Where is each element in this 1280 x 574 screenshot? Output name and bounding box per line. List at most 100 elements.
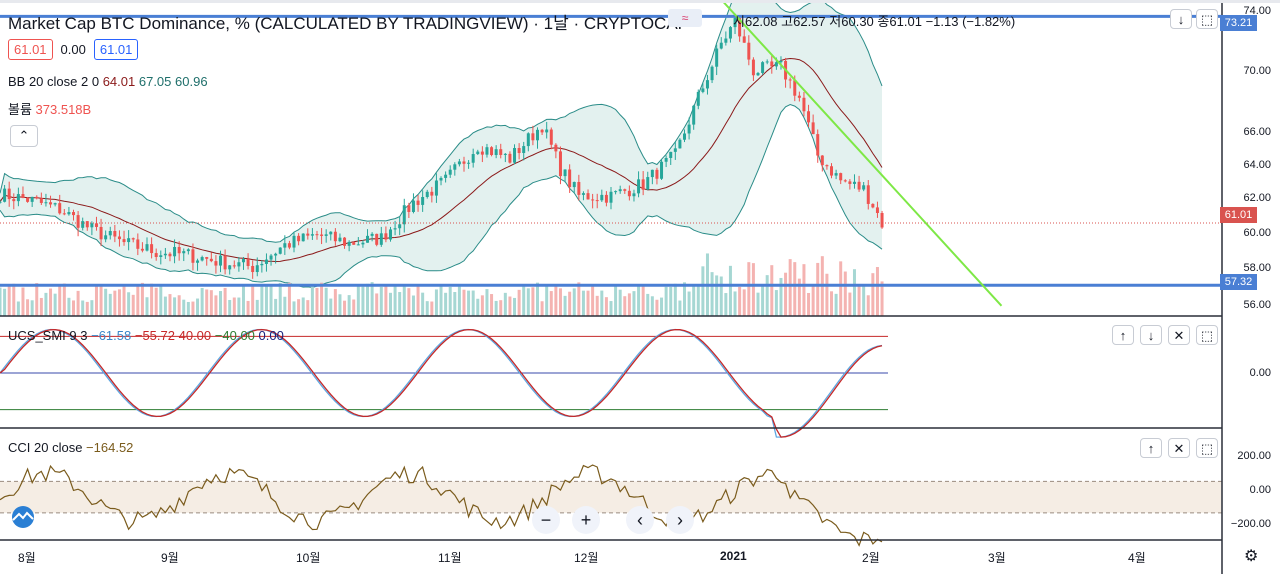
volume-bar [618, 289, 622, 316]
candle [35, 196, 39, 199]
trade-row: 61.01 0.00 61.01 [8, 39, 146, 60]
candle [568, 169, 572, 188]
volume-bar [462, 289, 466, 316]
candle [526, 133, 530, 147]
scroll-right-button[interactable]: › [666, 506, 694, 534]
volume-bar [503, 292, 507, 316]
candle [310, 234, 314, 236]
candle [577, 181, 581, 195]
smi-move-down-button[interactable]: ↓ [1140, 325, 1162, 345]
candle [159, 255, 163, 257]
chevron-up-icon: ⌃ [18, 128, 30, 143]
candle [246, 259, 250, 266]
volume-bar [16, 301, 20, 316]
cci-line [0, 464, 883, 547]
candle [453, 164, 457, 170]
candle [623, 189, 627, 191]
candle [604, 194, 608, 203]
volume-bar [558, 288, 562, 316]
plus-icon: + [580, 510, 592, 530]
cci-move-up-button[interactable]: ↑ [1140, 438, 1162, 458]
candle [756, 72, 760, 76]
collapse-legend-button[interactable]: ⌃ [10, 125, 38, 147]
volume-bar [140, 282, 144, 316]
volume-bar [600, 290, 604, 316]
volume-bar [122, 285, 126, 316]
candle [122, 239, 126, 243]
zoom-in-button[interactable]: + [572, 506, 600, 534]
smi-pane [0, 328, 888, 438]
time-tick: 11월 [438, 551, 462, 565]
volume-bar [577, 282, 581, 316]
volume-bar [522, 286, 526, 316]
smi-maximize-button[interactable]: ⬚ [1196, 325, 1218, 345]
volume-bar [310, 285, 314, 316]
candle [434, 180, 438, 196]
volume-bar [104, 288, 108, 316]
hline-bottom-tag: 57.32 [1220, 274, 1257, 290]
volume-bar [480, 295, 484, 316]
candle [384, 233, 388, 240]
time-tick: 10월 [296, 551, 321, 565]
price-tick: 64.00 [1243, 159, 1271, 171]
compare-button[interactable]: ≈ [668, 9, 702, 27]
volume-bar [531, 287, 535, 316]
move-down-button[interactable]: ↓ [1170, 9, 1192, 29]
buy-button[interactable]: 61.01 [93, 39, 139, 60]
candle [76, 215, 80, 228]
maximize-button[interactable]: ⬚ [1196, 9, 1218, 29]
volume-bar [751, 263, 755, 316]
volume-bar [173, 297, 177, 316]
volume-bar [490, 294, 494, 316]
volume-bar [255, 299, 259, 316]
volume-bar [540, 301, 544, 316]
tradingview-logo[interactable] [8, 506, 38, 528]
smi-move-up-button[interactable]: ↑ [1112, 325, 1134, 345]
volume-bar [343, 300, 347, 316]
volume-bar [816, 262, 820, 316]
volume-bar [62, 283, 66, 316]
volume-bar [375, 293, 379, 316]
settings-gear-icon[interactable]: ⚙ [1244, 548, 1259, 565]
candle [678, 139, 682, 149]
candle [807, 111, 811, 123]
volume-bars [0, 253, 884, 316]
arrow-down-icon: ↓ [1177, 12, 1185, 27]
candle [168, 253, 172, 257]
candle [237, 262, 241, 267]
candle [398, 224, 402, 229]
scroll-left-button[interactable]: ‹ [626, 506, 654, 534]
volume-bar [53, 293, 57, 316]
candle [646, 177, 650, 190]
cci-maximize-button[interactable]: ⬚ [1196, 438, 1218, 458]
volume-bar [209, 290, 213, 316]
candle [591, 199, 595, 201]
candle [531, 133, 535, 141]
candle [637, 179, 641, 194]
sell-button[interactable]: 61.01 [8, 39, 53, 60]
volume-bar [526, 288, 530, 316]
volume-bar [131, 294, 135, 316]
volume-bar [802, 264, 806, 316]
candle [12, 199, 16, 202]
smi-close-button[interactable]: ✕ [1168, 325, 1190, 345]
candle [701, 88, 705, 92]
candle [535, 129, 539, 141]
volume-bar [687, 291, 691, 316]
candle [223, 255, 227, 270]
time-tick: 12월 [574, 551, 599, 565]
volume-bar [742, 289, 746, 316]
time-tick: 2021 [720, 549, 747, 563]
candle [439, 177, 443, 181]
candle [154, 253, 158, 257]
zoom-out-button[interactable]: − [532, 506, 560, 534]
smi-tick: 0.00 [1249, 367, 1271, 379]
cci-close-button[interactable]: ✕ [1168, 438, 1190, 458]
candle [260, 263, 264, 266]
candle [352, 241, 356, 245]
volume-bar [338, 294, 342, 316]
candle [49, 202, 53, 205]
cci-tick: −200.00 [1230, 518, 1271, 530]
candle [104, 235, 108, 240]
